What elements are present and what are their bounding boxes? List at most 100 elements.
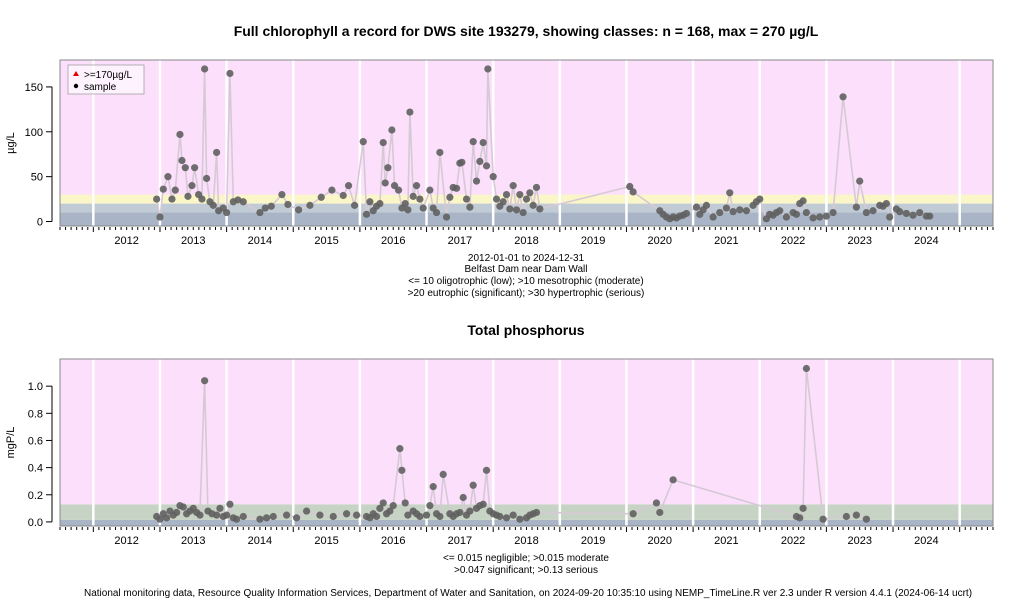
tp-data-point	[223, 511, 231, 519]
tp-data-point	[256, 515, 264, 523]
tp-data-point	[401, 499, 409, 507]
chl-data-point	[702, 201, 711, 209]
chl-data-point	[799, 197, 807, 205]
chl-data-point	[466, 203, 474, 211]
tp-data-point	[669, 476, 677, 484]
chl-data-point	[756, 195, 764, 203]
tp-data-point	[496, 512, 504, 521]
chl-data-point	[896, 208, 904, 216]
tp-y-tick-label: 0.4	[28, 463, 43, 475]
tp-x-tick-label: 2024	[914, 535, 938, 547]
chl-x-tick-label: 2017	[448, 235, 472, 247]
chl-x-tick-label: 2023	[847, 235, 871, 247]
chl-data-point	[839, 93, 847, 101]
chl-data-point	[278, 190, 286, 199]
tp-data-point	[372, 512, 381, 521]
chl-data-point	[499, 198, 507, 206]
chl-data-point	[317, 193, 325, 201]
chl-x-tick-label: 2020	[648, 235, 672, 247]
chl-data-point	[682, 209, 691, 218]
chl-data-point	[529, 201, 537, 209]
chl-data-point	[328, 186, 336, 194]
chl-data-point	[809, 214, 817, 222]
tp-data-point	[466, 507, 474, 515]
tp-data-point	[156, 515, 164, 523]
chl-x-tick-label: 2015	[314, 235, 338, 247]
chl-data-point	[239, 198, 247, 206]
chl-data-point	[164, 173, 172, 181]
chl-data-point	[502, 190, 511, 199]
chl-data-point	[419, 204, 427, 212]
chl-x-tick-label: 2018	[514, 235, 538, 247]
chl-data-point	[816, 213, 824, 221]
tp-note-2: >0.047 significant; >0.13 serious	[454, 565, 598, 576]
chl-class-band	[60, 203, 993, 213]
tp-data-point	[502, 514, 511, 522]
tp-data-point	[796, 514, 804, 522]
chl-data-point	[171, 186, 179, 194]
chl-note-1: 2012-01-01 to 2024-12-31	[468, 253, 585, 264]
chl-data-point	[226, 69, 234, 78]
chl-data-point	[294, 206, 303, 214]
chl-data-point	[458, 158, 466, 166]
chl-data-point	[869, 207, 877, 215]
tp-data-point	[173, 508, 181, 517]
chl-data-point	[469, 138, 477, 146]
tp-data-point	[842, 512, 850, 521]
chl-data-point	[509, 182, 517, 190]
tp-data-point	[802, 364, 811, 373]
tp-data-point	[799, 504, 807, 512]
tp-data-point	[429, 483, 437, 491]
chl-note-4: >20 eutrophic (significant); >30 hypertr…	[408, 288, 645, 299]
chl-data-point	[359, 138, 367, 146]
chl-data-point	[532, 183, 541, 192]
chl-data-point	[379, 138, 387, 147]
chl-data-point	[489, 173, 497, 181]
footer-note: National monitoring data, Resource Quali…	[84, 588, 972, 599]
chl-data-point	[716, 208, 724, 217]
tp-x-tick-label: 2020	[648, 535, 672, 547]
chl-data-point	[388, 126, 396, 134]
chl-data-point	[213, 148, 221, 157]
chl-data-point	[442, 213, 451, 221]
chl-data-point	[350, 201, 359, 209]
tp-data-point	[516, 515, 524, 523]
chl-x-tick-label: 2019	[581, 235, 605, 247]
chl-data-point	[522, 195, 531, 203]
tp-data-point	[439, 470, 447, 479]
tp-data-point	[852, 511, 860, 519]
tp-data-point	[656, 508, 664, 517]
chl-data-point	[203, 174, 211, 183]
chl-data-point	[153, 195, 161, 203]
chl-x-tick-label: 2022	[781, 235, 805, 247]
chl-y-tick-label: 50	[31, 172, 43, 184]
tp-data-point	[509, 511, 517, 519]
chl-data-point	[426, 186, 434, 194]
tp-class-band	[60, 519, 993, 526]
chl-data-point	[882, 199, 890, 208]
chl-data-point	[472, 177, 481, 185]
chl-data-point	[201, 65, 209, 73]
chl-chart-title: Full chlorophyll a record for DWS site 1…	[234, 23, 819, 39]
chl-data-point	[198, 195, 206, 203]
chl-x-tick-label: 2014	[248, 235, 272, 247]
tp-data-point	[179, 503, 187, 511]
chl-data-point	[916, 208, 924, 217]
chl-data-point	[856, 177, 864, 185]
chl-data-point	[822, 212, 830, 220]
tp-data-point	[292, 514, 301, 522]
tp-data-point	[389, 502, 397, 510]
chl-data-point	[223, 208, 231, 217]
tp-data-point	[456, 508, 464, 517]
tp-x-tick-label: 2016	[381, 535, 405, 547]
chl-data-point	[462, 195, 471, 203]
tp-y-axis-label: mgP/L	[5, 427, 17, 459]
tp-plot-panel: 0.0 0.2 0.4 0.6 0.8 1.0 mgP/L 2012 2013 2014 2015 2…	[5, 358, 994, 547]
chl-plot-panel: 0 50 100 150 µg/L 2012 2013 2014 2015 2016 2017 201…	[5, 59, 994, 247]
chl-data-point	[366, 198, 374, 206]
chl-legend-marker	[73, 71, 79, 76]
chl-data-point	[446, 193, 454, 201]
tp-data-point	[262, 514, 271, 522]
chl-data-point	[416, 195, 424, 203]
chl-data-point	[729, 208, 737, 216]
